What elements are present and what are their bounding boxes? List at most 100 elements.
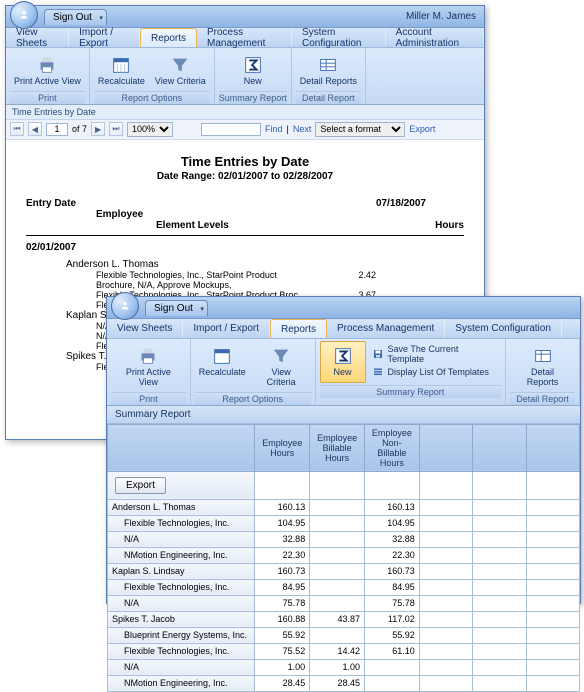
cell: [419, 643, 472, 659]
menu-viewsheets[interactable]: View Sheets: [6, 28, 69, 47]
row-label: N/A: [108, 531, 255, 547]
menu-viewsheets-2[interactable]: View Sheets: [107, 319, 183, 338]
col-header: Employee Non-Billable Hours: [364, 424, 419, 471]
format-select[interactable]: Select a format: [315, 122, 405, 137]
col-header: [526, 424, 579, 471]
last-page-button[interactable]: ⏭: [109, 122, 123, 136]
row-label: Spikes T. Jacob: [108, 611, 255, 627]
signout-button[interactable]: Sign Out: [44, 9, 107, 25]
new-summary-button-2[interactable]: New: [320, 341, 366, 383]
cell: [473, 675, 526, 691]
group-detail-2: Detail Report: [510, 392, 575, 405]
group-reportopts-2: Report Options: [195, 392, 311, 405]
app-orb-2[interactable]: [111, 292, 139, 320]
breadcrumb: Time Entries by Date: [6, 105, 484, 120]
list-icon: [372, 366, 384, 378]
cell: [473, 611, 526, 627]
criteria-button[interactable]: View Criteria: [151, 50, 210, 89]
titlebar: Sign Out Miller M. James: [6, 6, 484, 28]
prev-page-button[interactable]: ◀: [28, 122, 42, 136]
zoom-select[interactable]: 100%: [127, 122, 173, 137]
group-summary: Summary Report: [219, 91, 287, 104]
cell: [526, 627, 579, 643]
calendar-icon: [199, 344, 246, 368]
cell: 84.95: [364, 579, 419, 595]
cell: [526, 547, 579, 563]
grid-icon: [514, 344, 571, 368]
cell: 104.95: [255, 515, 310, 531]
cell: [310, 627, 365, 643]
cell: [419, 499, 472, 515]
group-detail: Detail Report: [296, 91, 361, 104]
task-hours: 2.42: [316, 270, 376, 290]
cell: [526, 579, 579, 595]
menu-sysconfig-2[interactable]: System Configuration: [445, 319, 562, 338]
table-row: Flexible Technologies, Inc.84.9584.95: [108, 579, 580, 595]
menu-sysconfig[interactable]: System Configuration: [292, 28, 386, 47]
menu-reports[interactable]: Reports: [140, 28, 197, 47]
cell: 14.42: [310, 643, 365, 659]
recalc-button[interactable]: Recalculate: [94, 50, 149, 89]
funnel-icon: [155, 53, 206, 77]
menu-process-2[interactable]: Process Management: [327, 319, 445, 338]
cell: 160.73: [364, 563, 419, 579]
col-header: [108, 424, 255, 471]
cell: 43.87: [310, 611, 365, 627]
table-row: Blueprint Energy Systems, Inc.55.9255.92: [108, 627, 580, 643]
next-link[interactable]: Next: [293, 124, 312, 134]
employee-name: Anderson L. Thomas: [66, 259, 464, 270]
print-button-2[interactable]: Print Active View: [111, 341, 186, 390]
cell: 84.95: [255, 579, 310, 595]
page-input[interactable]: [46, 123, 68, 136]
printer-icon: [14, 53, 81, 77]
row-label: Flexible Technologies, Inc.: [108, 579, 255, 595]
menu-reports-2[interactable]: Reports: [270, 319, 327, 338]
report-title: Time Entries by Date: [26, 154, 464, 169]
export-link[interactable]: Export: [409, 124, 435, 134]
cell: [473, 531, 526, 547]
find-input[interactable]: [201, 123, 261, 136]
cell: [526, 675, 579, 691]
cell: [473, 515, 526, 531]
next-page-button[interactable]: ▶: [91, 122, 105, 136]
cell: [310, 547, 365, 563]
cell: 1.00: [310, 659, 365, 675]
detail-reports-button-2[interactable]: Detail Reports: [510, 341, 575, 390]
first-page-button[interactable]: ⏮: [10, 122, 24, 136]
menubar: View Sheets Import / Export Reports Proc…: [6, 28, 484, 48]
cell: [473, 547, 526, 563]
table-row: Kaplan S. Lindsay160.73160.73: [108, 563, 580, 579]
print-button[interactable]: Print Active View: [10, 50, 85, 89]
detail-reports-button[interactable]: Detail Reports: [296, 50, 361, 89]
cell: [310, 499, 365, 515]
export-button[interactable]: Export: [115, 477, 166, 494]
display-list-link[interactable]: Display List Of Templates: [372, 366, 498, 378]
cell: [419, 675, 472, 691]
menu-importexport-2[interactable]: Import / Export: [183, 319, 270, 338]
front-window: Sign Out View Sheets Import / Export Rep…: [106, 296, 581, 604]
ribbon: Print Active View Print Recalculate View…: [6, 48, 484, 105]
save-template-link[interactable]: Save The Current Template: [372, 344, 498, 364]
menu-process[interactable]: Process Management: [197, 28, 292, 47]
cell: 160.88: [255, 611, 310, 627]
app-orb[interactable]: [10, 1, 38, 29]
table-row: N/A1.001.00: [108, 659, 580, 675]
find-link[interactable]: Find: [265, 124, 283, 134]
menu-importexport[interactable]: Import / Export: [69, 28, 140, 47]
signout-button-2[interactable]: Sign Out: [145, 300, 208, 316]
sigma-icon: [324, 344, 362, 368]
recalc-button-2[interactable]: Recalculate: [195, 341, 250, 390]
row-label: Flexible Technologies, Inc.: [108, 515, 255, 531]
cell: 61.10: [364, 643, 419, 659]
menu-account[interactable]: Account Administration: [386, 28, 484, 47]
group-date: 02/01/2007: [26, 242, 464, 253]
cell: [364, 675, 419, 691]
criteria-button-2[interactable]: View Criteria: [252, 341, 311, 390]
task-text: Flexible Technologies, Inc., StarPoint P…: [96, 270, 316, 290]
row-label: Blueprint Energy Systems, Inc.: [108, 627, 255, 643]
cell: [473, 579, 526, 595]
cell: 160.13: [255, 499, 310, 515]
row-label: Kaplan S. Lindsay: [108, 563, 255, 579]
new-summary-button[interactable]: New: [230, 50, 276, 89]
cell: 22.30: [364, 547, 419, 563]
